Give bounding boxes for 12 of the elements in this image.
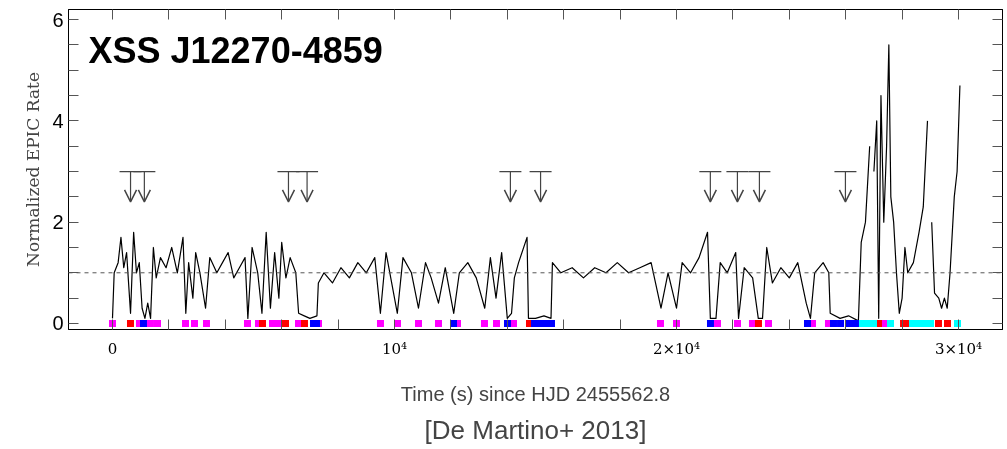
y-tick-label: 2 xyxy=(52,211,64,234)
text: [De Martino+ 2013] xyxy=(424,414,647,445)
y-tick-label: 6 xyxy=(52,8,64,31)
x-axis-title: Time (s) since HJD 2455562.8 xyxy=(400,382,671,405)
x-tick-label: 3×10⁴ xyxy=(934,339,983,358)
y-tick-label: 0 xyxy=(52,312,64,335)
y-tick-label: 4 xyxy=(52,109,64,132)
x-tick-label: 0 xyxy=(107,339,118,358)
x-tick-label: 10⁴ xyxy=(381,339,408,358)
text: XSS J12270-4859 xyxy=(88,29,383,71)
x-tick-label: 2×10⁴ xyxy=(652,339,701,358)
y-axis-title: Normalized EPIC Rate xyxy=(23,72,44,267)
